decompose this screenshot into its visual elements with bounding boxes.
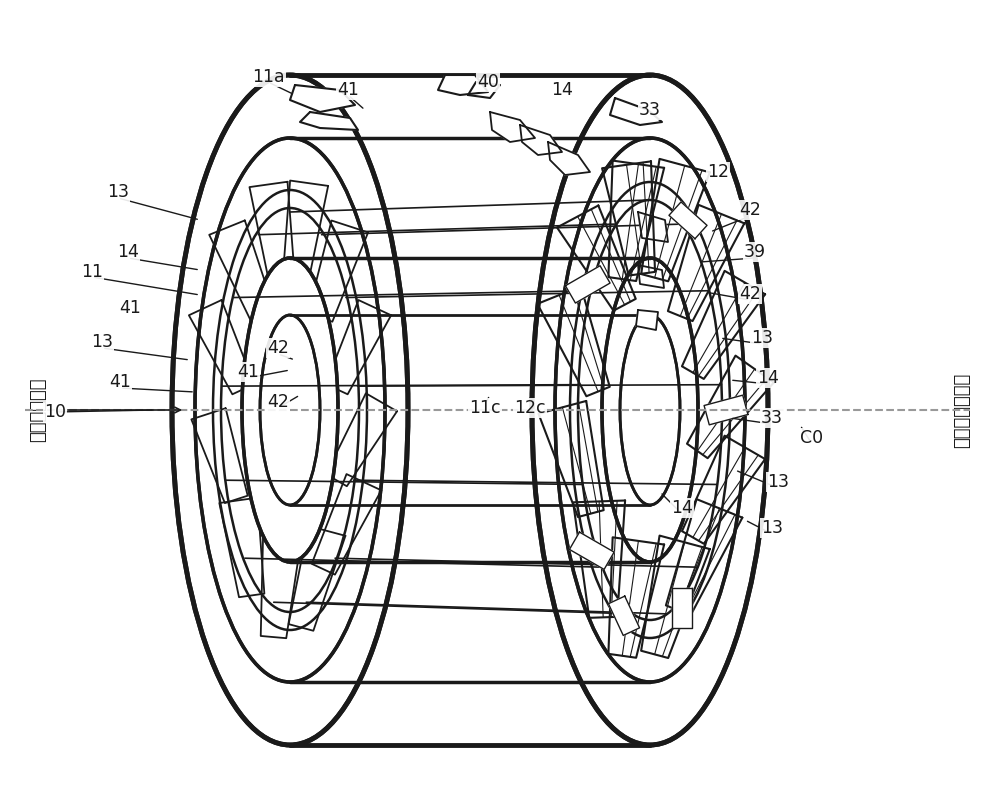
Text: （轴向另一侧）: （轴向另一侧） (953, 373, 971, 448)
Ellipse shape (242, 258, 338, 562)
Polygon shape (290, 85, 355, 112)
Text: 41: 41 (119, 299, 141, 317)
Text: C0: C0 (800, 429, 824, 447)
Text: 11a: 11a (252, 68, 284, 86)
Polygon shape (672, 589, 692, 629)
Text: 11c: 11c (469, 399, 501, 417)
Polygon shape (520, 125, 562, 155)
Text: 42: 42 (739, 201, 761, 219)
Text: 11: 11 (81, 263, 103, 281)
Text: 12c: 12c (514, 399, 546, 417)
Text: （轴向一侧）: （轴向一侧） (29, 377, 47, 442)
Polygon shape (565, 266, 610, 303)
Text: 13: 13 (761, 519, 783, 537)
Text: 14: 14 (117, 243, 139, 261)
Ellipse shape (620, 315, 680, 505)
Text: 12: 12 (707, 163, 729, 181)
Text: 40: 40 (477, 73, 499, 91)
Ellipse shape (555, 138, 745, 682)
Text: 13: 13 (91, 333, 113, 351)
Ellipse shape (195, 138, 385, 682)
Polygon shape (636, 310, 658, 330)
Text: 41: 41 (337, 81, 359, 99)
Polygon shape (638, 265, 664, 288)
Text: 33: 33 (639, 101, 661, 119)
Text: 42: 42 (267, 393, 289, 411)
Polygon shape (704, 395, 748, 424)
Ellipse shape (260, 315, 320, 505)
Ellipse shape (172, 75, 408, 745)
Text: 14: 14 (551, 81, 573, 99)
Polygon shape (548, 142, 590, 175)
Polygon shape (608, 596, 640, 636)
Polygon shape (638, 212, 668, 242)
Text: 41: 41 (109, 373, 131, 391)
Polygon shape (438, 75, 488, 95)
Polygon shape (490, 112, 535, 142)
Polygon shape (669, 202, 707, 239)
Text: 42: 42 (267, 339, 289, 357)
Text: 42: 42 (739, 285, 761, 303)
Text: 41: 41 (237, 363, 259, 381)
Polygon shape (569, 532, 614, 569)
Ellipse shape (602, 258, 698, 562)
Polygon shape (300, 112, 358, 130)
Text: 33: 33 (761, 409, 783, 427)
Ellipse shape (532, 75, 768, 745)
Polygon shape (610, 98, 662, 125)
Text: 13: 13 (107, 183, 129, 201)
Text: 39: 39 (744, 243, 766, 261)
Text: 14: 14 (671, 499, 693, 517)
Text: 13: 13 (751, 329, 773, 347)
Polygon shape (468, 82, 500, 98)
Text: 10: 10 (44, 403, 66, 421)
Text: 13: 13 (767, 473, 789, 491)
Text: 14: 14 (757, 369, 779, 387)
